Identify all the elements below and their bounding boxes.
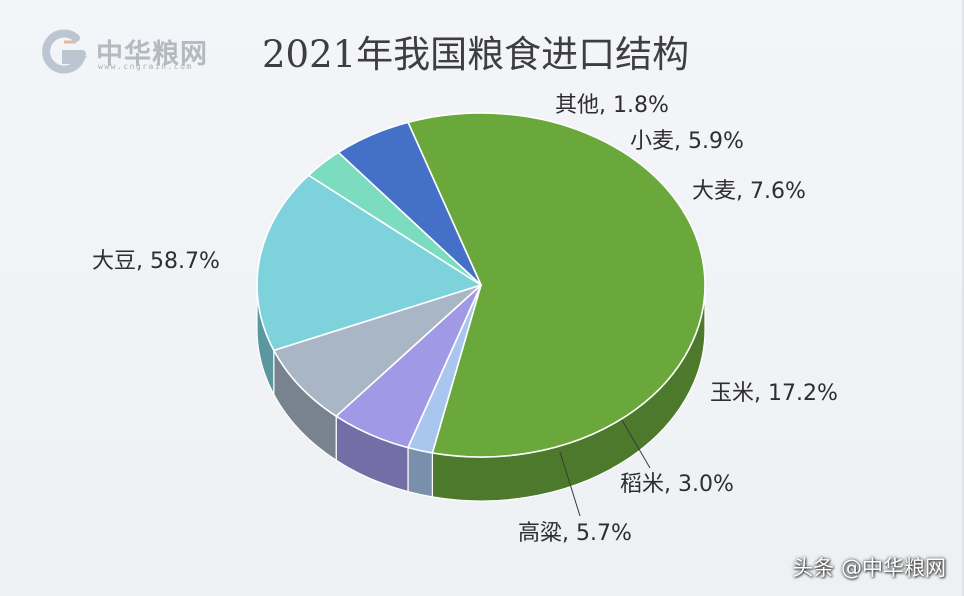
pie-slice-高粱 [337, 121, 482, 286]
watermark: 头条 @中华粮网 [792, 556, 946, 580]
logo: 中华粮网 www.cngrain.com [36, 28, 236, 76]
pie-side-其他 [407, 446, 433, 498]
logo-url: www.cngrain.com [98, 62, 193, 71]
leader-line-稻米 [621, 419, 651, 469]
data-label-玉米: 玉米, 17.2% [710, 381, 838, 406]
data-label-小麦: 小麦, 5.9% [630, 129, 744, 154]
data-label-高粱: 高粱, 5.7% [518, 521, 632, 546]
data-label-大麦: 大麦, 7.6% [692, 179, 806, 204]
pie-leaders [559, 419, 651, 517]
pie-slice-玉米 [256, 174, 482, 352]
chart-title: 2021年我国粮食进口结构 [262, 33, 690, 76]
leader-line-高粱 [559, 451, 581, 517]
pie-labels: 大豆, 58.7% 其他, 1.8% 小麦, 5.9% 大麦, 7.6% 玉米, 17.… [92, 93, 838, 546]
data-label-大豆: 大豆, 58.7% [92, 249, 220, 274]
pie-slice-大豆 [407, 112, 706, 458]
pie-side [256, 284, 706, 502]
pie-slice-大麦 [273, 284, 482, 418]
logo-g-icon [42, 29, 87, 74]
data-label-稻米: 稻米, 3.0% [620, 472, 734, 497]
pie-top [256, 112, 706, 458]
data-label-其他: 其他, 1.8% [555, 93, 669, 118]
logo-name: 中华粮网 [96, 39, 208, 70]
